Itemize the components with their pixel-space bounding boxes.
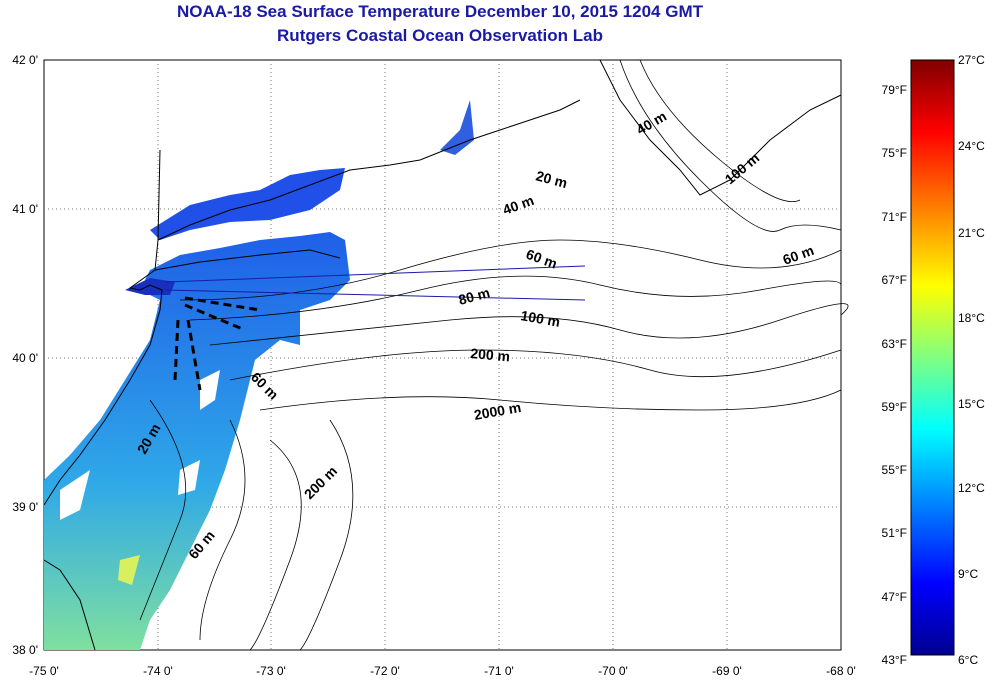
fahrenheit-label: 47°F <box>882 590 907 604</box>
fahrenheit-label: 43°F <box>882 653 907 667</box>
lat-tick-label: 39 0' <box>12 500 38 514</box>
lat-tick-label: 42 0' <box>12 53 38 67</box>
celsius-label: 9°C <box>958 567 978 581</box>
celsius-label: 18°C <box>958 311 985 325</box>
celsius-label: 24°C <box>958 139 985 153</box>
celsius-label: 12°C <box>958 481 985 495</box>
celsius-label: 27°C <box>958 53 985 67</box>
lon-tick-label: -72 0' <box>370 664 400 678</box>
lon-tick-label: -69 0' <box>712 664 742 678</box>
contour-label: 100 m <box>519 307 561 330</box>
fahrenheit-label: 63°F <box>882 337 907 351</box>
fahrenheit-label: 55°F <box>882 463 907 477</box>
lat-tick-label: 41 0' <box>12 202 38 216</box>
contour-label: 200 m <box>470 345 511 364</box>
fahrenheit-label: 67°F <box>882 273 907 287</box>
celsius-label: 15°C <box>958 397 985 411</box>
dashed-tracks <box>173 296 261 391</box>
lon-tick-label: -71 0' <box>484 664 514 678</box>
fahrenheit-labels: 79°F 75°F 71°F 67°F 63°F 59°F 55°F 51°F … <box>882 83 907 667</box>
map-subtitle: Rutgers Coastal Ocean Observation Lab <box>277 26 603 45</box>
lon-tick-label: -68 0' <box>826 664 856 678</box>
map-title: NOAA-18 Sea Surface Temperature December… <box>177 2 703 21</box>
lon-tick-label: -70 0' <box>598 664 628 678</box>
coastline <box>43 59 842 651</box>
contour-label: 80 m <box>457 284 492 308</box>
fahrenheit-label: 51°F <box>882 526 907 540</box>
celsius-label: 21°C <box>958 226 985 240</box>
lon-tick-label: -75 0' <box>29 664 59 678</box>
fahrenheit-label: 75°F <box>882 146 907 160</box>
transect-lines <box>164 265 586 301</box>
fahrenheit-label: 59°F <box>882 400 907 414</box>
celsius-label: 6°C <box>958 653 978 667</box>
lon-tick-label: -73 0' <box>256 664 286 678</box>
contour-label: 20 m <box>534 167 569 191</box>
lon-tick-label: -74 0' <box>143 664 173 678</box>
lat-tick-label: 40 0' <box>12 351 38 365</box>
celsius-labels: 27°C 24°C 21°C 18°C 15°C 12°C 9°C 6°C <box>958 53 985 667</box>
fahrenheit-label: 71°F <box>882 210 907 224</box>
lat-tick-labels: 42 0' 41 0' 40 0' 39 0' 38 0' <box>12 53 38 657</box>
bathymetry-contours <box>139 59 849 651</box>
lon-tick-labels: -75 0' -74 0' -73 0' -72 0' -71 0' -70 0… <box>29 664 856 678</box>
colorbar-bar <box>910 59 955 656</box>
fahrenheit-label: 79°F <box>882 83 907 97</box>
lat-tick-label: 38 0' <box>12 643 38 657</box>
